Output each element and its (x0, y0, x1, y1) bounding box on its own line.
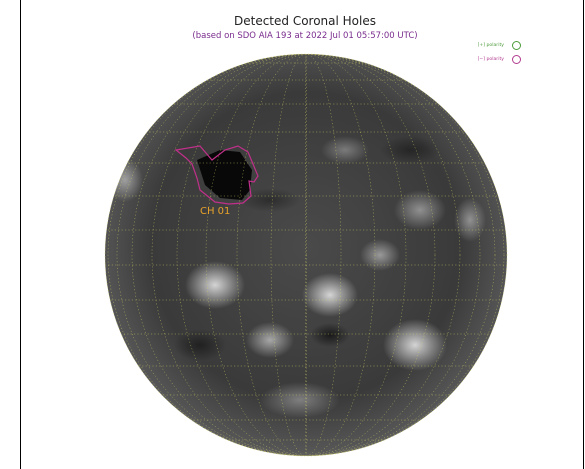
left-border (20, 0, 21, 469)
right-border (583, 0, 584, 469)
heliographic-grid (105, 54, 507, 456)
legend-negative: [−] polarity (478, 52, 521, 66)
coronal-hole-label: CH 01 (200, 206, 230, 217)
solar-features (107, 136, 486, 418)
page-subtitle: (based on SDO AIA 193 at 2022 Jul 01 05:… (192, 31, 418, 41)
legend-positive-label: [+] polarity (477, 42, 504, 48)
coronal-hole-patch (197, 150, 252, 200)
legend-positive: [+] polarity (478, 38, 521, 52)
polarity-legend: [+] polarity [−] polarity (478, 38, 521, 66)
legend-negative-label: [−] polarity (477, 56, 504, 62)
coronal-hole-outline (174, 145, 259, 205)
magenta-circle-icon (512, 54, 521, 64)
green-circle-icon (512, 40, 521, 50)
page-title: Detected Coronal Holes (233, 14, 376, 28)
